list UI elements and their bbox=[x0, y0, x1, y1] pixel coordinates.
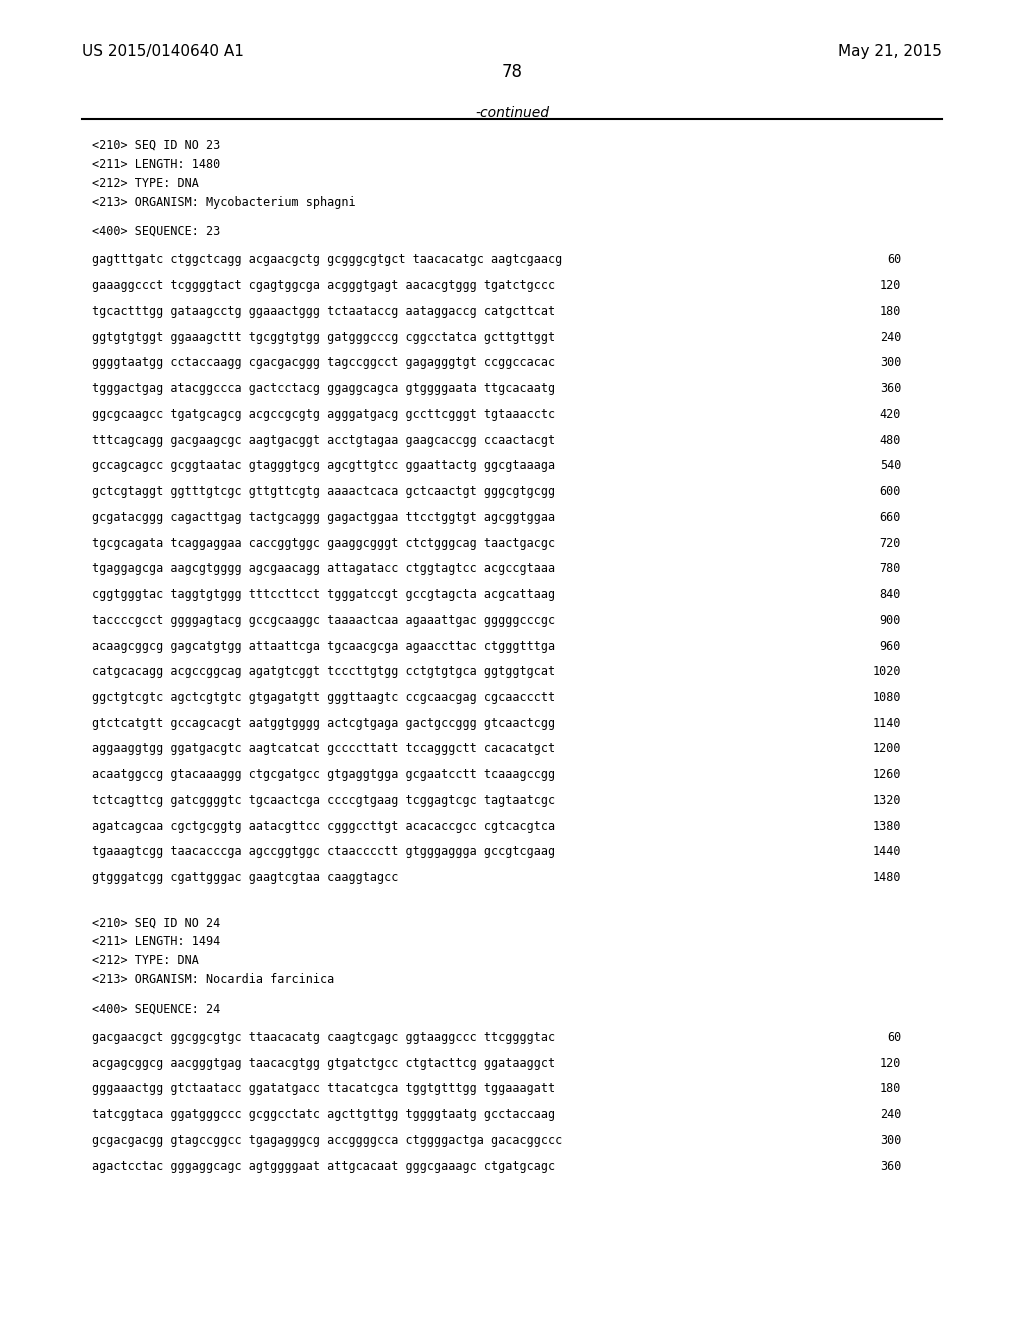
Text: 1200: 1200 bbox=[872, 742, 901, 755]
Text: 1380: 1380 bbox=[872, 820, 901, 833]
Text: 120: 120 bbox=[880, 279, 901, 292]
Text: 300: 300 bbox=[880, 1134, 901, 1147]
Text: taccccgcct ggggagtacg gccgcaaggc taaaactcaa agaaattgac gggggcccgc: taccccgcct ggggagtacg gccgcaaggc taaaact… bbox=[92, 614, 555, 627]
Text: <212> TYPE: DNA: <212> TYPE: DNA bbox=[92, 177, 199, 190]
Text: catgcacagg acgccggcag agatgtcggt tcccttgtgg cctgtgtgca ggtggtgcat: catgcacagg acgccggcag agatgtcggt tcccttg… bbox=[92, 665, 555, 678]
Text: <210> SEQ ID NO 24: <210> SEQ ID NO 24 bbox=[92, 916, 220, 929]
Text: ggtgtgtggt ggaaagcttt tgcggtgtgg gatgggcccg cggcctatca gcttgttggt: ggtgtgtggt ggaaagcttt tgcggtgtgg gatgggc… bbox=[92, 330, 555, 343]
Text: May 21, 2015: May 21, 2015 bbox=[839, 44, 942, 58]
Text: agatcagcaa cgctgcggtg aatacgttcc cgggccttgt acacaccgcc cgtcacgtca: agatcagcaa cgctgcggtg aatacgttcc cgggcct… bbox=[92, 820, 555, 833]
Text: agactcctac gggaggcagc agtggggaat attgcacaat gggcgaaagc ctgatgcagc: agactcctac gggaggcagc agtggggaat attgcac… bbox=[92, 1159, 555, 1172]
Text: 360: 360 bbox=[880, 1159, 901, 1172]
Text: 180: 180 bbox=[880, 1082, 901, 1096]
Text: 900: 900 bbox=[880, 614, 901, 627]
Text: 420: 420 bbox=[880, 408, 901, 421]
Text: tgcactttgg gataagcctg ggaaactggg tctaataccg aataggaccg catgcttcat: tgcactttgg gataagcctg ggaaactggg tctaata… bbox=[92, 305, 555, 318]
Text: gtgggatcgg cgattgggac gaagtcgtaa caaggtagcc: gtgggatcgg cgattgggac gaagtcgtaa caaggta… bbox=[92, 871, 398, 884]
Text: 1480: 1480 bbox=[872, 871, 901, 884]
Text: gaaaggccct tcggggtact cgagtggcga acgggtgagt aacacgtggg tgatctgccc: gaaaggccct tcggggtact cgagtggcga acgggtg… bbox=[92, 279, 555, 292]
Text: cggtgggtac taggtgtggg tttccttcct tgggatccgt gccgtagcta acgcattaag: cggtgggtac taggtgtggg tttccttcct tgggatc… bbox=[92, 587, 555, 601]
Text: gagtttgatc ctggctcagg acgaacgctg gcgggcgtgct taacacatgc aagtcgaacg: gagtttgatc ctggctcagg acgaacgctg gcgggcg… bbox=[92, 253, 562, 267]
Text: gcgacgacgg gtagccggcc tgagagggcg accggggcca ctggggactga gacacggccc: gcgacgacgg gtagccggcc tgagagggcg accgggg… bbox=[92, 1134, 562, 1147]
Text: 1020: 1020 bbox=[872, 665, 901, 678]
Text: tgaaagtcgg taacacccga agccggtggc ctaacccctt gtgggaggga gccgtcgaag: tgaaagtcgg taacacccga agccggtggc ctaaccc… bbox=[92, 845, 555, 858]
Text: <212> TYPE: DNA: <212> TYPE: DNA bbox=[92, 954, 199, 968]
Text: 180: 180 bbox=[880, 305, 901, 318]
Text: ggcgcaagcc tgatgcagcg acgccgcgtg agggatgacg gccttcgggt tgtaaacctc: ggcgcaagcc tgatgcagcg acgccgcgtg agggatg… bbox=[92, 408, 555, 421]
Text: 120: 120 bbox=[880, 1056, 901, 1069]
Text: ggggtaatgg cctaccaagg cgacgacggg tagccggcct gagagggtgt ccggccacac: ggggtaatgg cctaccaagg cgacgacggg tagccgg… bbox=[92, 356, 555, 370]
Text: 1440: 1440 bbox=[872, 845, 901, 858]
Text: tctcagttcg gatcggggtc tgcaactcga ccccgtgaag tcggagtcgc tagtaatcgc: tctcagttcg gatcggggtc tgcaactcga ccccgtg… bbox=[92, 793, 555, 807]
Text: tgcgcagata tcaggaggaa caccggtggc gaaggcgggt ctctgggcag taactgacgc: tgcgcagata tcaggaggaa caccggtggc gaaggcg… bbox=[92, 536, 555, 549]
Text: acaagcggcg gagcatgtgg attaattcga tgcaacgcga agaaccttac ctgggtttga: acaagcggcg gagcatgtgg attaattcga tgcaacg… bbox=[92, 639, 555, 652]
Text: 300: 300 bbox=[880, 356, 901, 370]
Text: <211> LENGTH: 1480: <211> LENGTH: 1480 bbox=[92, 158, 220, 170]
Text: 360: 360 bbox=[880, 381, 901, 395]
Text: tgggactgag atacggccca gactcctacg ggaggcagca gtggggaata ttgcacaatg: tgggactgag atacggccca gactcctacg ggaggca… bbox=[92, 381, 555, 395]
Text: 60: 60 bbox=[887, 253, 901, 267]
Text: 240: 240 bbox=[880, 330, 901, 343]
Text: 60: 60 bbox=[887, 1031, 901, 1044]
Text: gcgatacggg cagacttgag tactgcaggg gagactggaa ttcctggtgt agcggtggaa: gcgatacggg cagacttgag tactgcaggg gagactg… bbox=[92, 511, 555, 524]
Text: 840: 840 bbox=[880, 587, 901, 601]
Text: 1140: 1140 bbox=[872, 717, 901, 730]
Text: acgagcggcg aacgggtgag taacacgtgg gtgatctgcc ctgtacttcg ggataaggct: acgagcggcg aacgggtgag taacacgtgg gtgatct… bbox=[92, 1056, 555, 1069]
Text: 1320: 1320 bbox=[872, 793, 901, 807]
Text: 600: 600 bbox=[880, 484, 901, 498]
Text: 1080: 1080 bbox=[872, 690, 901, 704]
Text: <400> SEQUENCE: 24: <400> SEQUENCE: 24 bbox=[92, 1002, 220, 1015]
Text: 660: 660 bbox=[880, 511, 901, 524]
Text: gccagcagcc gcggtaatac gtagggtgcg agcgttgtcc ggaattactg ggcgtaaaga: gccagcagcc gcggtaatac gtagggtgcg agcgttg… bbox=[92, 459, 555, 473]
Text: aggaaggtgg ggatgacgtc aagtcatcat gccccttatt tccagggctt cacacatgct: aggaaggtgg ggatgacgtc aagtcatcat gcccctt… bbox=[92, 742, 555, 755]
Text: gtctcatgtt gccagcacgt aatggtgggg actcgtgaga gactgccggg gtcaactcgg: gtctcatgtt gccagcacgt aatggtgggg actcgtg… bbox=[92, 717, 555, 730]
Text: ggctgtcgtc agctcgtgtc gtgagatgtt gggttaagtc ccgcaacgag cgcaaccctt: ggctgtcgtc agctcgtgtc gtgagatgtt gggttaa… bbox=[92, 690, 555, 704]
Text: 720: 720 bbox=[880, 536, 901, 549]
Text: 1260: 1260 bbox=[872, 768, 901, 781]
Text: <400> SEQUENCE: 23: <400> SEQUENCE: 23 bbox=[92, 224, 220, 238]
Text: tttcagcagg gacgaagcgc aagtgacggt acctgtagaa gaagcaccgg ccaactacgt: tttcagcagg gacgaagcgc aagtgacggt acctgta… bbox=[92, 433, 555, 446]
Text: 540: 540 bbox=[880, 459, 901, 473]
Text: 960: 960 bbox=[880, 639, 901, 652]
Text: gacgaacgct ggcggcgtgc ttaacacatg caagtcgagc ggtaaggccc ttcggggtac: gacgaacgct ggcggcgtgc ttaacacatg caagtcg… bbox=[92, 1031, 555, 1044]
Text: 240: 240 bbox=[880, 1107, 901, 1121]
Text: 78: 78 bbox=[502, 63, 522, 82]
Text: tgaggagcga aagcgtgggg agcgaacagg attagatacc ctggtagtcc acgccgtaaa: tgaggagcga aagcgtgggg agcgaacagg attagat… bbox=[92, 562, 555, 576]
Text: -continued: -continued bbox=[475, 106, 549, 120]
Text: <213> ORGANISM: Nocardia farcinica: <213> ORGANISM: Nocardia farcinica bbox=[92, 973, 335, 986]
Text: gggaaactgg gtctaatacc ggatatgacc ttacatcgca tggtgtttgg tggaaagatt: gggaaactgg gtctaatacc ggatatgacc ttacatc… bbox=[92, 1082, 555, 1096]
Text: 480: 480 bbox=[880, 433, 901, 446]
Text: US 2015/0140640 A1: US 2015/0140640 A1 bbox=[82, 44, 244, 58]
Text: <210> SEQ ID NO 23: <210> SEQ ID NO 23 bbox=[92, 139, 220, 152]
Text: tatcggtaca ggatgggccc gcggcctatc agcttgttgg tggggtaatg gcctaccaag: tatcggtaca ggatgggccc gcggcctatc agcttgt… bbox=[92, 1107, 555, 1121]
Text: <213> ORGANISM: Mycobacterium sphagni: <213> ORGANISM: Mycobacterium sphagni bbox=[92, 195, 355, 209]
Text: <211> LENGTH: 1494: <211> LENGTH: 1494 bbox=[92, 935, 220, 948]
Text: 780: 780 bbox=[880, 562, 901, 576]
Text: acaatggccg gtacaaaggg ctgcgatgcc gtgaggtgga gcgaatcctt tcaaagccgg: acaatggccg gtacaaaggg ctgcgatgcc gtgaggt… bbox=[92, 768, 555, 781]
Text: gctcgtaggt ggtttgtcgc gttgttcgtg aaaactcaca gctcaactgt gggcgtgcgg: gctcgtaggt ggtttgtcgc gttgttcgtg aaaactc… bbox=[92, 484, 555, 498]
